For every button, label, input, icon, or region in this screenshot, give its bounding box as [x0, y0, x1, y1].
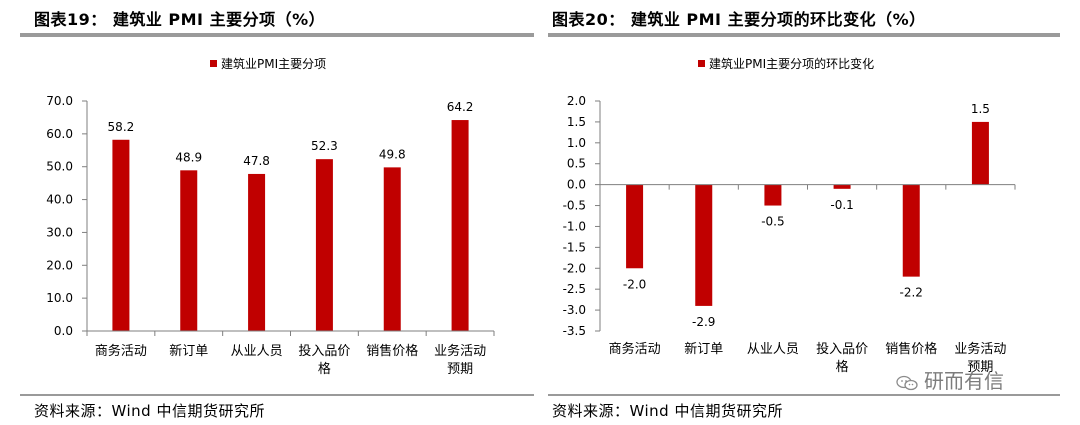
x-category-label-line: 商务活动: [609, 341, 661, 357]
x-category-label: 新订单: [684, 341, 723, 357]
data-label: 48.9: [175, 150, 202, 164]
source-note: 资料来源：Wind 中信期货研究所: [552, 402, 783, 420]
top-rule: [548, 33, 1060, 37]
data-label: 47.8: [243, 154, 270, 168]
bar: [833, 184, 851, 189]
x-category-label-line: 销售价格: [885, 341, 937, 357]
bottom-rule: [548, 394, 1060, 396]
x-category-label-line: 投入品价: [816, 341, 868, 357]
bar: [695, 184, 713, 306]
figure-title: 图表20： 建筑业 PMI 主要分项的环比变化（%）: [552, 10, 926, 29]
x-category-label: 从业人员: [747, 342, 799, 357]
data-label: 64.2: [447, 100, 474, 114]
data-label: -2.9: [692, 315, 715, 329]
x-category-label: 新订单: [169, 343, 208, 359]
x-category-label-line: 从业人员: [747, 342, 799, 357]
bar-chart-pmi-components: 建筑业PMI主要分项 0.0 10.0 20.0 30.0 40.0 50.0 60.0 70.…: [46, 56, 495, 377]
data-label: 52.3: [311, 139, 338, 153]
y-tick-label: -1.0: [563, 219, 586, 233]
x-category-label: 从业人员: [231, 344, 283, 359]
x-category-label-line: 格: [318, 361, 331, 377]
bottom-rule: [20, 394, 534, 396]
watermark-text: 研而有信: [924, 369, 1004, 393]
x-category-label-line: 预期: [967, 360, 993, 375]
x-category-label-line: 预期: [447, 362, 473, 377]
y-tick-label: 20.0: [46, 258, 73, 272]
y-tick-label: 1.0: [567, 136, 586, 150]
y-tick-label: 0.0: [54, 324, 73, 338]
y-tick-label: 50.0: [46, 160, 73, 174]
data-label: 58.2: [108, 120, 135, 134]
x-category-label-line: 从业人员: [231, 344, 283, 359]
data-label: 1.5: [971, 102, 990, 116]
x-category-label: 商务活动: [609, 341, 661, 357]
y-tick-label: 0.5: [567, 157, 586, 171]
chart-panel-pmi-components: 图表19： 建筑业 PMI 主要分项（%） 建筑业PMI主要分项 0.0 10.0 2…: [20, 10, 534, 420]
bar: [764, 184, 782, 206]
x-category-label: 业务活动预期: [434, 343, 486, 377]
y-tick-label: 30.0: [46, 225, 73, 239]
y-tick-label: 40.0: [46, 193, 73, 207]
y-tick-label: -1.5: [563, 240, 586, 254]
x-category-label-line: 投入品价: [298, 343, 350, 359]
y-tick-label: 2.0: [567, 94, 586, 108]
bar-chart-pmi-mom-change: 建筑业PMI主要分项的环比变化 2.0 1.5 1.0 0.5 0.0 -0.5 -1.0 -1…: [563, 56, 1016, 375]
figure-title: 图表19： 建筑业 PMI 主要分项（%）: [34, 10, 326, 29]
legend-label: 建筑业PMI主要分项的环比变化: [709, 56, 874, 71]
x-category-label: 销售价格: [366, 343, 418, 359]
y-tick-label: -3.0: [563, 303, 586, 317]
y-tick-label: 70.0: [46, 94, 73, 108]
top-rule: [20, 33, 534, 37]
legend-swatch: [698, 60, 705, 67]
y-tick-label: 60.0: [46, 127, 73, 141]
bar: [626, 184, 644, 269]
source-note: 资料来源：Wind 中信期货研究所: [34, 402, 265, 420]
y-tick-label: -2.0: [563, 261, 586, 275]
y-tick-label: -3.5: [563, 324, 586, 338]
bar: [180, 170, 198, 331]
x-category-label-line: 新订单: [169, 343, 208, 359]
bar: [112, 139, 130, 331]
watermark: 研而有信: [896, 365, 1004, 394]
x-category-label-line: 商务活动: [95, 343, 147, 359]
x-category-label: 投入品价格: [816, 341, 868, 375]
x-category-label-line: 销售价格: [366, 343, 418, 359]
bar: [248, 173, 266, 331]
bar: [902, 184, 920, 277]
x-category-label: 业务活动预期: [954, 341, 1006, 375]
x-category-label-line: 格: [836, 359, 849, 375]
data-label: -2.0: [623, 277, 646, 291]
bar: [315, 159, 333, 331]
y-tick-label: 0.0: [567, 178, 586, 192]
x-category-label-line: 新订单: [684, 341, 723, 357]
wechat-icon: [896, 375, 918, 390]
data-label: -2.2: [900, 286, 923, 300]
bar: [971, 121, 989, 185]
x-category-label-line: 业务活动: [954, 341, 1006, 357]
y-tick-label: -2.5: [563, 282, 586, 296]
data-label: -0.1: [830, 198, 853, 212]
x-category-label: 投入品价格: [298, 343, 350, 377]
legend-swatch: [210, 60, 217, 67]
x-category-label: 销售价格: [885, 341, 937, 357]
bar: [383, 167, 401, 331]
y-tick-label: 10.0: [46, 291, 73, 305]
x-category-label-line: 业务活动: [434, 343, 486, 359]
data-label: 49.8: [379, 147, 406, 161]
y-tick-label: -0.5: [563, 199, 586, 213]
data-label: -0.5: [761, 215, 784, 229]
bar: [451, 120, 469, 331]
y-tick-label: 1.5: [567, 115, 586, 129]
x-category-label: 商务活动: [95, 343, 147, 359]
legend-label: 建筑业PMI主要分项: [221, 56, 326, 71]
chart-panel-pmi-mom-change: 图表20： 建筑业 PMI 主要分项的环比变化（%） 建筑业PMI主要分项的环比…: [548, 0, 1080, 425]
